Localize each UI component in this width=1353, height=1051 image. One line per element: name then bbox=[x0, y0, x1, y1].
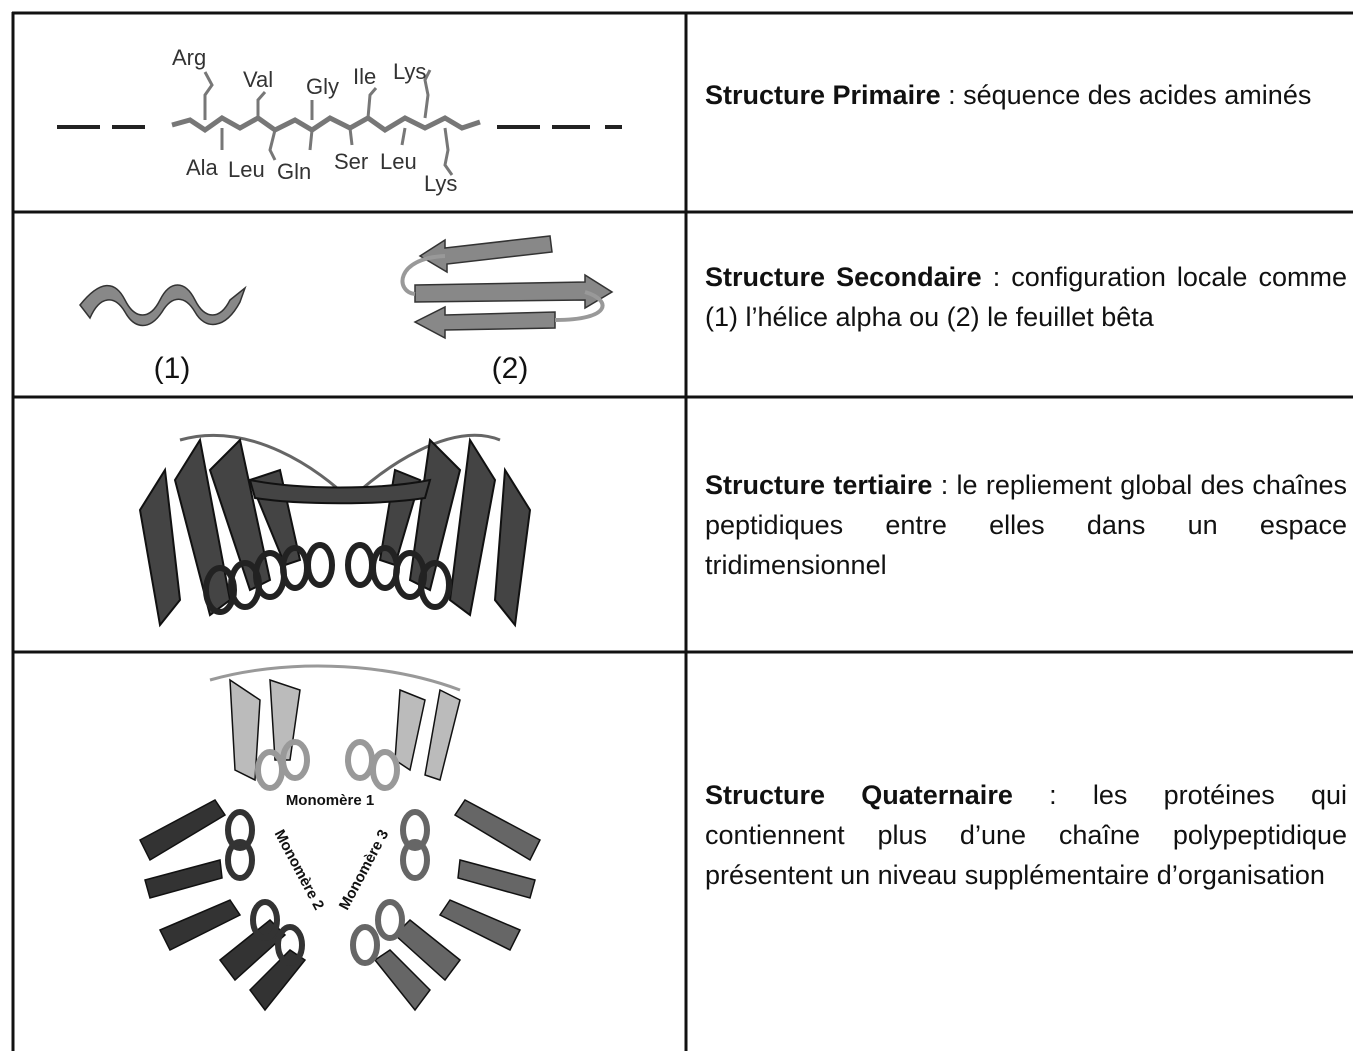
residue-label: Lys bbox=[424, 171, 457, 196]
secondary-structure-figure: (1) (2) bbox=[79, 235, 614, 385]
residue-label: Ala bbox=[186, 155, 219, 180]
description: : les protéines qui contiennent plus d’u… bbox=[705, 780, 1347, 890]
residue-label: Val bbox=[243, 67, 273, 92]
residue-label: Ser bbox=[334, 149, 368, 174]
quaternary-structure-figure: Monomère 1 Monomère 2 Monomère 3 bbox=[139, 664, 541, 1012]
monomer-label: Monomère 2 bbox=[271, 827, 327, 913]
residue-label: Leu bbox=[228, 157, 265, 182]
row-description: Structure Secondaire : configuration loc… bbox=[705, 257, 1347, 337]
table-lines bbox=[11, 11, 1353, 1051]
figure-label: (1) bbox=[154, 352, 191, 385]
residue-label: Arg bbox=[172, 45, 206, 70]
residue-label: Gly bbox=[306, 74, 339, 99]
description: : le repliement global des chaînes pepti… bbox=[705, 470, 1347, 580]
residue-label: Gln bbox=[277, 159, 311, 184]
primary-structure-figure: Arg Val Gly Ile Lys Ala Leu Gln Ser Leu … bbox=[57, 45, 622, 196]
row-description: Structure Primaire : séquence des acides… bbox=[705, 75, 1347, 115]
residue-label: Lys bbox=[393, 59, 426, 84]
monomer-label: Monomère 1 bbox=[286, 792, 374, 809]
figure-label: (2) bbox=[492, 352, 529, 385]
residue-label: Ile bbox=[353, 64, 376, 89]
row-description: Structure tertiaire : le repliement glob… bbox=[705, 465, 1347, 585]
row-description: Structure Quaternaire : les protéines qu… bbox=[705, 775, 1347, 895]
residue-label: Leu bbox=[380, 149, 417, 174]
description: : configuration locale comme (1) l’hélic… bbox=[705, 262, 1347, 332]
term: Structure Primaire bbox=[705, 80, 941, 110]
tertiary-structure-figure bbox=[138, 433, 532, 628]
term: Structure tertiaire bbox=[705, 470, 933, 500]
term: Structure Quaternaire bbox=[705, 780, 1013, 810]
monomer-label: Monomère 3 bbox=[336, 827, 392, 913]
term: Structure Secondaire bbox=[705, 262, 982, 292]
description: : séquence des acides aminés bbox=[948, 80, 1312, 110]
